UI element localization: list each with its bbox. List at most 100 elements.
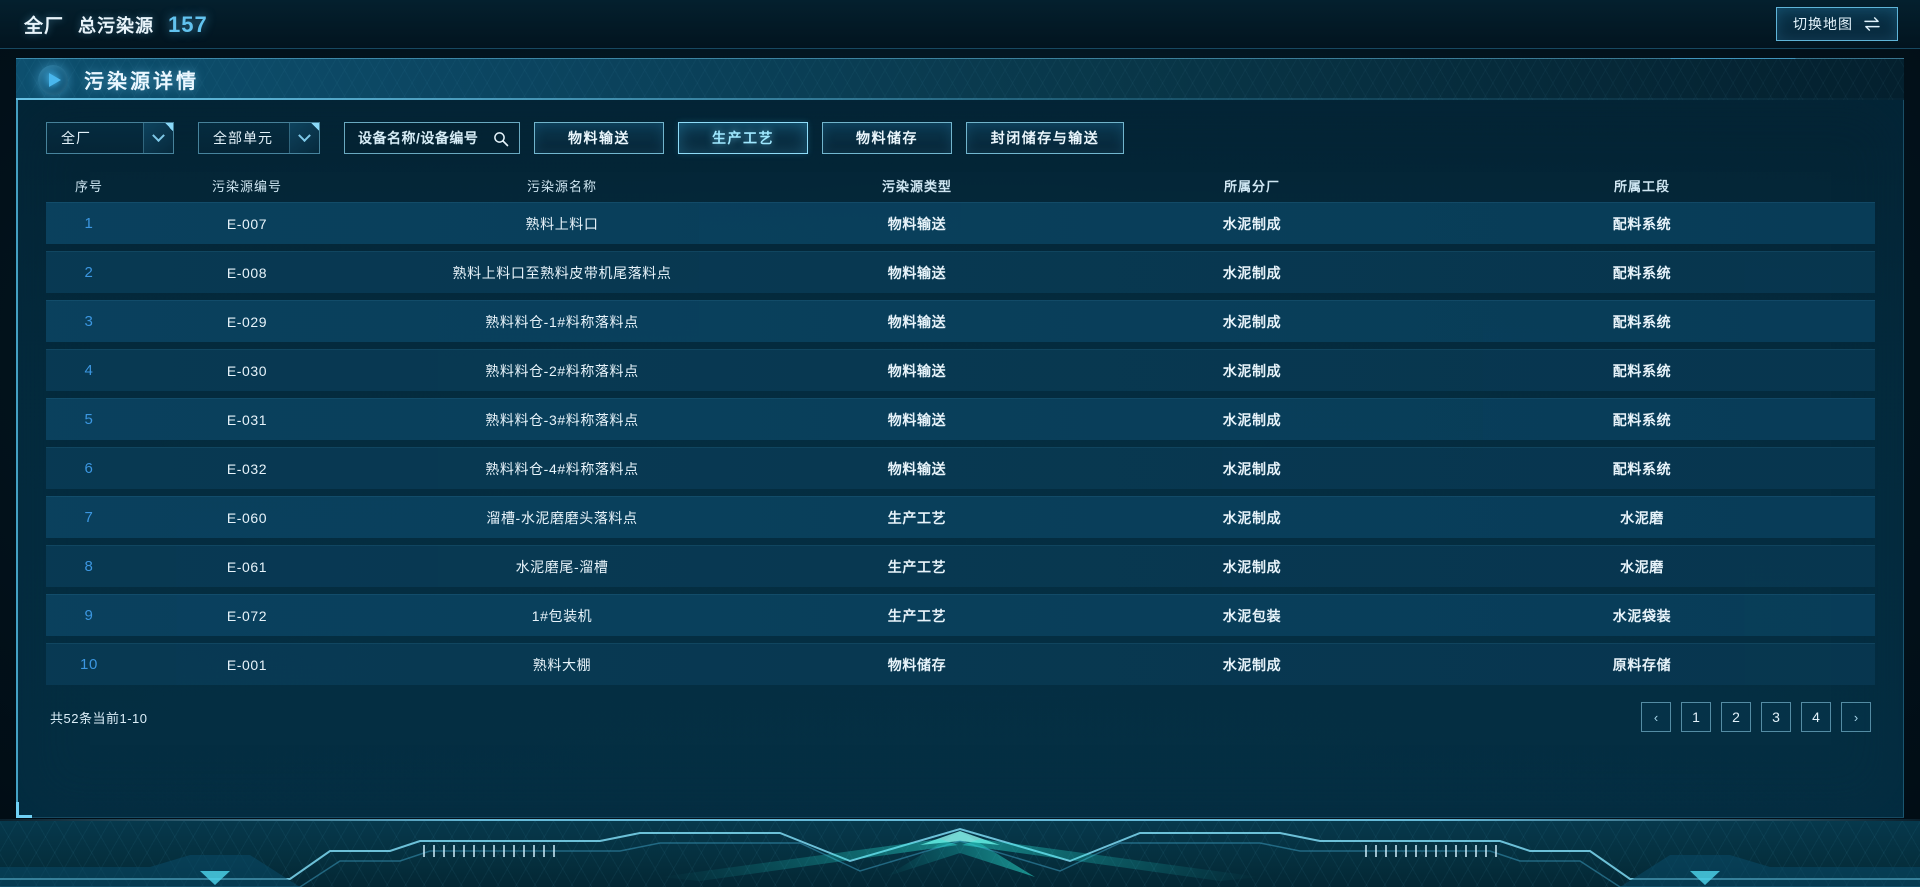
cell-index: 3 [84, 313, 94, 330]
cell-code: E-029 [226, 313, 268, 330]
header-notch-decoration [1670, 58, 1796, 59]
table-row[interactable]: 3 E-029 熟料料仓-1#料称落料点 物料输送 水泥制成 配料系统 [46, 300, 1875, 342]
cell-name: 溜槽-水泥磨磨头落料点 [486, 509, 638, 526]
cell-type: 生产工艺 [887, 607, 947, 624]
record-total-text: 共52条当前1-10 [50, 710, 148, 726]
pagination: ‹ 1 2 3 4 › [1641, 702, 1871, 732]
total-source-label: 总污染源 [78, 15, 155, 36]
filter-button-production-process[interactable]: 生产工艺 [678, 122, 808, 154]
cell-section: 水泥磨 [1620, 558, 1664, 575]
pagination-page-3[interactable]: 3 [1761, 702, 1791, 732]
unit-select-value: 全部单元 [213, 130, 273, 146]
cell-name: 熟料大棚 [532, 656, 592, 673]
cell-index: 7 [84, 509, 94, 526]
table-row[interactable]: 2 E-008 熟料上料口至熟料皮带机尾落料点 物料输送 水泥制成 配料系统 [46, 251, 1875, 293]
pagination-prev[interactable]: ‹ [1641, 702, 1671, 732]
cell-code: E-061 [226, 558, 268, 575]
pagination-page-4[interactable]: 4 [1801, 702, 1831, 732]
cell-type: 物料输送 [887, 313, 947, 330]
cell-type: 物料输送 [887, 362, 947, 379]
table-row[interactable]: 7 E-060 溜槽-水泥磨磨头落料点 生产工艺 水泥制成 水泥磨 [46, 496, 1875, 538]
top-bar: 全厂 总污染源 157 切换地图 [0, 0, 1920, 49]
cell-index: 4 [84, 362, 94, 379]
unit-select[interactable]: 全部单元 [198, 122, 320, 154]
cell-name: 熟料上料口 [525, 215, 599, 232]
cell-plant: 水泥制成 [1222, 509, 1282, 526]
column-header-plant: 所属分厂 [1223, 178, 1280, 194]
cell-plant: 水泥制成 [1222, 264, 1282, 281]
table-row[interactable]: 9 E-072 1#包装机 生产工艺 水泥包装 水泥袋装 [46, 594, 1875, 636]
cell-type: 物料输送 [887, 215, 947, 232]
pollution-source-panel: 污染源详情 全厂 全部单元 [16, 58, 1904, 818]
corner-accent-bottom-left [16, 802, 32, 818]
cell-code: E-008 [226, 264, 268, 281]
cell-section: 水泥袋装 [1612, 607, 1672, 624]
scope-label: 全厂 [24, 15, 65, 37]
table-header: 序号 污染源编号 污染源名称 污染源类型 所属分厂 所属工段 [38, 168, 1883, 202]
cell-code: E-001 [226, 656, 268, 673]
chevron-down-icon [143, 123, 173, 153]
cell-section: 配料系统 [1612, 362, 1672, 379]
cell-plant: 水泥制成 [1222, 460, 1282, 477]
bottom-hud-decoration [0, 815, 1920, 887]
plant-select[interactable]: 全厂 [46, 122, 174, 154]
table-row[interactable]: 5 E-031 熟料料仓-3#料称落料点 物料输送 水泥制成 配料系统 [46, 398, 1875, 440]
table-row[interactable]: 6 E-032 熟料料仓-4#料称落料点 物料输送 水泥制成 配料系统 [46, 447, 1875, 489]
top-bar-summary: 全厂 总污染源 157 [24, 11, 208, 38]
table-row[interactable]: 8 E-061 水泥磨尾-溜槽 生产工艺 水泥制成 水泥磨 [46, 545, 1875, 587]
cell-name: 熟料料仓-4#料称落料点 [485, 460, 639, 477]
cell-section: 原料存储 [1612, 656, 1672, 673]
cell-plant: 水泥制成 [1222, 362, 1282, 379]
table-row[interactable]: 10 E-001 熟料大棚 物料储存 水泥制成 原料存储 [46, 643, 1875, 685]
cell-name: 熟料料仓-2#料称落料点 [485, 362, 639, 379]
column-header-section: 所属工段 [1613, 178, 1670, 194]
cell-code: E-031 [226, 411, 268, 428]
play-triangle-icon [38, 64, 68, 95]
table-row[interactable]: 1 E-007 熟料上料口 物料输送 水泥制成 配料系统 [46, 202, 1875, 244]
cell-name: 熟料料仓-3#料称落料点 [485, 411, 639, 428]
pagination-next[interactable]: › [1841, 702, 1871, 732]
cell-section: 配料系统 [1612, 215, 1672, 232]
cell-section: 水泥磨 [1620, 509, 1664, 526]
cell-plant: 水泥制成 [1222, 656, 1282, 673]
search-input[interactable] [358, 130, 485, 146]
pagination-page-2[interactable]: 2 [1721, 702, 1751, 732]
column-header-type: 污染源类型 [881, 178, 952, 194]
total-source-count: 157 [168, 11, 208, 37]
cell-index: 5 [84, 411, 94, 428]
switch-map-button[interactable]: 切换地图 [1776, 7, 1898, 41]
cell-type: 生产工艺 [887, 509, 947, 526]
cell-code: E-030 [226, 362, 268, 379]
cell-name: 1#包装机 [531, 607, 593, 624]
cell-index: 2 [84, 264, 94, 281]
cell-name: 熟料上料口至熟料皮带机尾落料点 [452, 264, 672, 281]
cell-index: 6 [84, 460, 94, 477]
cell-type: 物料输送 [887, 460, 947, 477]
filter-button-material-transport[interactable]: 物料输送 [534, 122, 664, 154]
cell-section: 配料系统 [1612, 460, 1672, 477]
cell-index: 10 [80, 656, 98, 673]
chevron-down-icon [289, 123, 319, 153]
cell-name: 水泥磨尾-溜槽 [515, 558, 609, 575]
filter-button-enclosed-storage-transport[interactable]: 封闭储存与输送 [966, 122, 1124, 154]
filter-button-material-storage[interactable]: 物料储存 [822, 122, 952, 154]
cell-index: 9 [84, 607, 94, 624]
panel-header: 污染源详情 [16, 58, 1904, 100]
plant-select-value: 全厂 [61, 130, 91, 146]
column-header-index: 序号 [74, 178, 103, 194]
cell-type: 物料输送 [887, 264, 947, 281]
panel-body: 全厂 全部单元 物料输送 生产工艺 物料储存 封闭储存与输 [16, 100, 1904, 818]
search-box[interactable] [344, 122, 520, 154]
search-icon[interactable] [493, 131, 509, 147]
cell-index: 8 [84, 558, 94, 575]
cell-code: E-032 [226, 460, 268, 477]
column-header-name: 污染源名称 [526, 178, 597, 194]
pagination-page-1[interactable]: 1 [1681, 702, 1711, 732]
cell-type: 生产工艺 [887, 558, 947, 575]
cell-plant: 水泥制成 [1222, 313, 1282, 330]
cell-section: 配料系统 [1612, 313, 1672, 330]
table-row[interactable]: 4 E-030 熟料料仓-2#料称落料点 物料输送 水泥制成 配料系统 [46, 349, 1875, 391]
switch-map-label: 切换地图 [1793, 16, 1853, 32]
cell-plant: 水泥包装 [1222, 607, 1282, 624]
